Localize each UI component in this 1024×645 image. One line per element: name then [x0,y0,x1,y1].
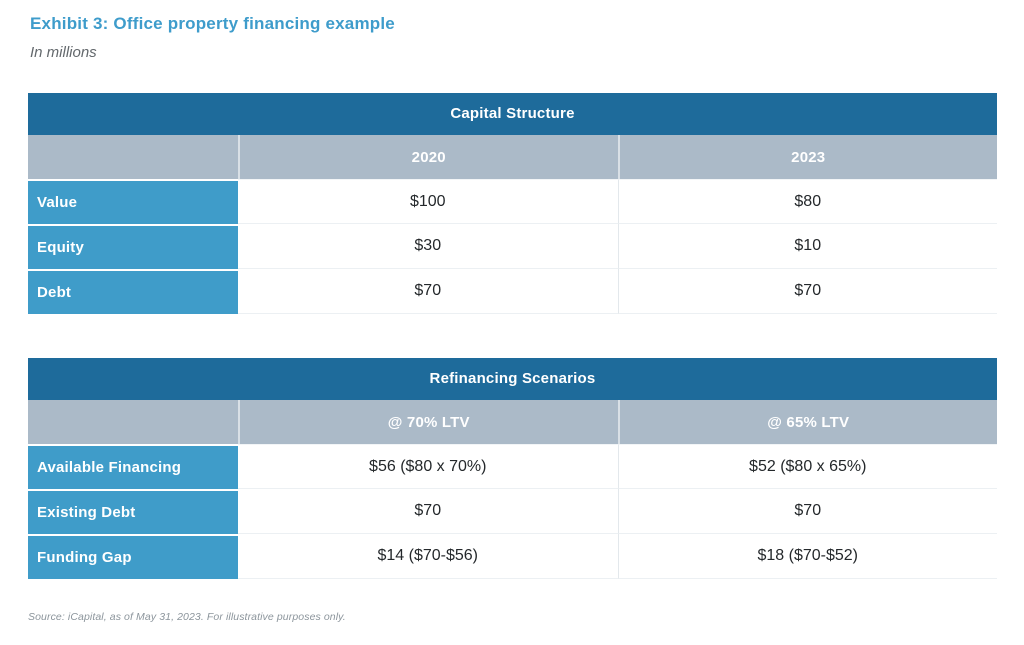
cell-debt-2023: $70 [617,269,997,314]
capital-structure-table-title: Capital Structure [28,93,997,135]
source-note: Source: iCapital, as of May 31, 2023. Fo… [28,611,346,623]
row-label-value: Value [28,179,238,224]
refi-column-header-blank [28,400,238,444]
cell-value-2020: $100 [238,179,618,224]
capital-structure-grid: 2020 2023 Value $100 $80 Equity $30 $10 … [28,135,997,314]
row-label-debt: Debt [28,269,238,314]
refinancing-scenarios-table-title: Refinancing Scenarios [28,358,997,400]
exhibit-subtitle: In millions [30,44,97,61]
exhibit-title: Exhibit 3: Office property financing exa… [30,14,395,33]
capital-column-header-blank [28,135,238,179]
refi-column-header-65ltv: @ 65% LTV [617,400,997,444]
cell-existing-debt-70ltv: $70 [238,489,618,534]
cell-existing-debt-65ltv: $70 [617,489,997,534]
cell-funding-gap-70ltv: $14 ($70-$56) [238,534,618,579]
cell-funding-gap-65ltv: $18 ($70-$52) [617,534,997,579]
cell-available-financing-70ltv: $56 ($80 x 70%) [238,444,618,489]
cell-equity-2020: $30 [238,224,618,269]
row-label-existing-debt: Existing Debt [28,489,238,534]
capital-column-header-2020: 2020 [238,135,618,179]
row-label-funding-gap: Funding Gap [28,534,238,579]
cell-value-2023: $80 [617,179,997,224]
cell-available-financing-65ltv: $52 ($80 x 65%) [617,444,997,489]
row-label-equity: Equity [28,224,238,269]
capital-structure-table: Capital Structure 2020 2023 Value $100 $… [28,93,997,314]
cell-debt-2020: $70 [238,269,618,314]
row-label-available-financing: Available Financing [28,444,238,489]
refinancing-scenarios-table: Refinancing Scenarios @ 70% LTV @ 65% LT… [28,358,997,579]
cell-equity-2023: $10 [617,224,997,269]
refi-column-header-70ltv: @ 70% LTV [238,400,618,444]
capital-column-header-2023: 2023 [617,135,997,179]
refinancing-scenarios-grid: @ 70% LTV @ 65% LTV Available Financing … [28,400,997,579]
